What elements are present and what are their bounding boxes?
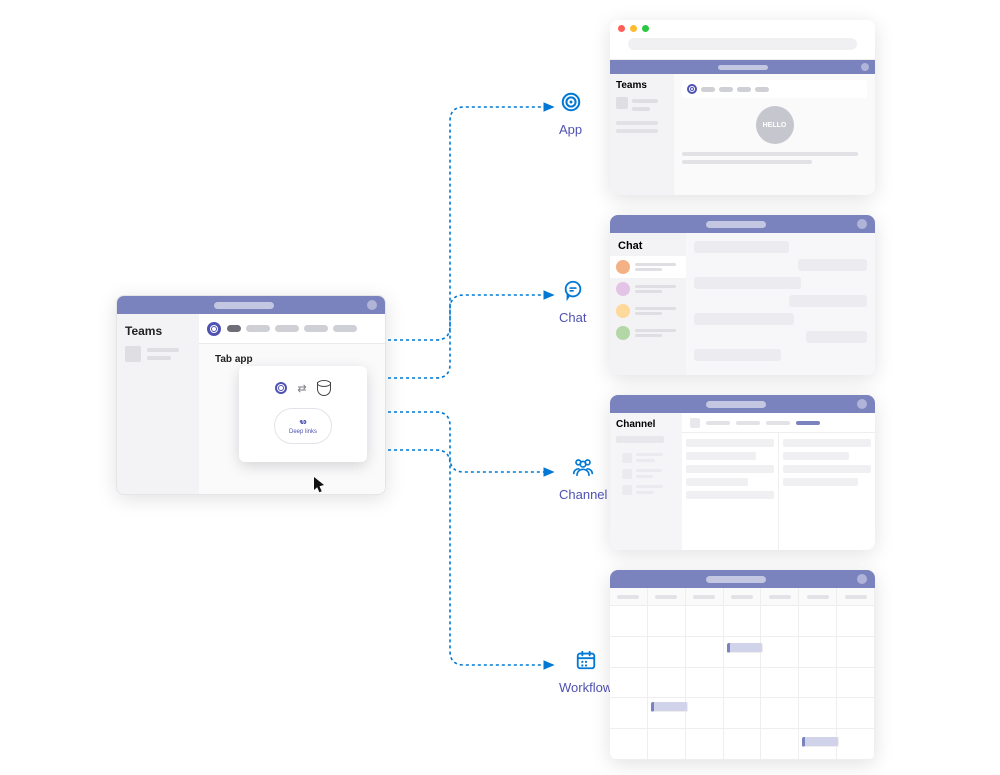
window-titlebar — [610, 570, 875, 588]
tab-pills — [227, 325, 357, 332]
app-logo-icon — [275, 382, 287, 394]
app-sidebar: Teams — [610, 74, 674, 195]
arrow-app — [388, 107, 553, 340]
channel-tab-header — [682, 413, 875, 433]
arrow-label-app: App — [559, 91, 582, 137]
channel-icon — [571, 456, 595, 483]
app-logo-icon — [207, 322, 221, 336]
tab-pill — [275, 325, 299, 332]
deeplink-chip[interactable]: Deep links — [274, 408, 332, 444]
titlebar-dot — [367, 300, 377, 310]
app-content: HELLO — [674, 74, 875, 195]
browser-titlebar — [610, 20, 875, 60]
arrow-label-workflow: Workflow — [559, 649, 612, 695]
app-tab-row — [682, 80, 867, 98]
arrow-chat — [388, 295, 553, 378]
tab-pill — [246, 325, 270, 332]
calendar-grid — [610, 588, 875, 760]
hello-badge: HELLO — [756, 106, 794, 144]
window-titlebar — [610, 395, 875, 413]
arrow-label-text: App — [559, 122, 582, 137]
database-icon — [317, 380, 331, 396]
avatar — [616, 326, 630, 340]
app-icon — [560, 91, 582, 118]
chat-sidebar: Chat — [610, 233, 686, 375]
channel-sidebar-title: Channel — [616, 419, 676, 430]
link-icon — [295, 417, 311, 427]
teams-sidebar: Teams — [117, 314, 199, 494]
calendar-event — [727, 643, 764, 653]
arrow-workflow — [388, 450, 553, 665]
titlebar-pill — [214, 302, 274, 309]
workflow-icon — [575, 649, 597, 676]
chat-list-item — [610, 300, 686, 322]
tab-pill — [333, 325, 357, 332]
app-logo-icon — [687, 84, 697, 94]
app-sidebar-title: Teams — [616, 80, 668, 91]
target-channel-window: Channel — [610, 395, 875, 550]
channel-content — [682, 413, 875, 550]
avatar — [616, 282, 630, 296]
avatar — [616, 260, 630, 274]
channel-sidebar: Channel — [610, 413, 682, 550]
source-teams-window: Teams Tab app ⇄ — [116, 295, 386, 495]
tab-pill — [227, 325, 241, 332]
arrow-label-chat: Chat — [559, 279, 586, 325]
avatar — [616, 304, 630, 318]
arrow-channel — [388, 412, 553, 472]
target-chat-window: Chat — [610, 215, 875, 375]
mac-traffic-lights — [618, 25, 649, 32]
chat-list-item — [610, 278, 686, 300]
sidebar-item — [125, 346, 191, 362]
chat-thread — [686, 233, 875, 375]
tab-pill — [304, 325, 328, 332]
teams-titlebar — [610, 60, 875, 74]
chat-sidebar-title: Chat — [610, 233, 686, 256]
calendar-event — [802, 737, 839, 747]
arrow-label-text: Channel — [559, 487, 607, 502]
arrow-label-text: Chat — [559, 310, 586, 325]
window-titlebar — [610, 215, 875, 233]
cursor-icon — [313, 476, 327, 494]
window-titlebar — [117, 296, 385, 314]
teams-main: Tab app ⇄ Deep links — [199, 314, 385, 494]
target-app-window: Teams HELLO — [610, 20, 875, 195]
tab-strip — [199, 314, 385, 344]
arrow-label-channel: Channel — [559, 456, 607, 502]
swap-icon: ⇄ — [297, 382, 306, 395]
chat-icon — [562, 279, 584, 306]
calendar-event — [651, 702, 688, 712]
target-workflow-window — [610, 570, 875, 760]
sidebar-title: Teams — [125, 324, 191, 338]
chat-list-item — [610, 256, 686, 278]
arrow-label-text: Workflow — [559, 680, 612, 695]
deeplink-label: Deep links — [289, 429, 317, 435]
url-bar — [628, 38, 857, 50]
chat-list-item — [610, 322, 686, 344]
tab-app-label: Tab app — [199, 344, 385, 365]
diagram-stage: Teams Tab app ⇄ — [0, 0, 1000, 775]
tab-app-card: ⇄ Deep links — [239, 366, 367, 462]
